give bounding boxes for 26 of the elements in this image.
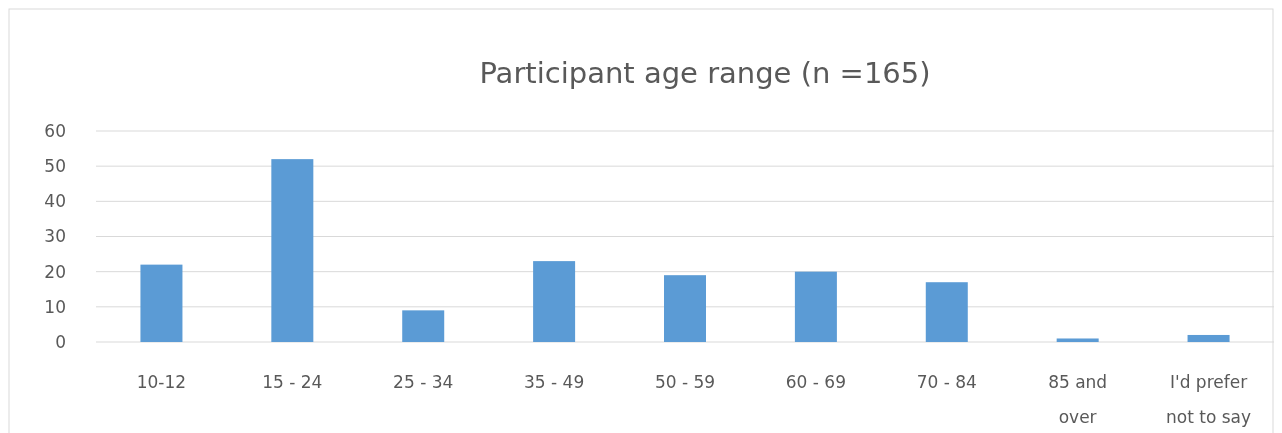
bar (402, 310, 445, 342)
x-tick-label: 70 - 84 (916, 372, 977, 392)
bar (794, 271, 837, 342)
bar (140, 264, 183, 342)
x-tick-label: 50 - 59 (654, 372, 716, 392)
bar (1187, 334, 1230, 342)
x-tick-label: 60 - 69 (785, 372, 846, 392)
y-tick-label: 20 (44, 261, 66, 282)
x-tick-label: 25 - 34 (393, 372, 454, 392)
bar (1056, 338, 1099, 342)
bar (271, 159, 314, 342)
bar (664, 275, 706, 342)
y-tick-label: 60 (44, 120, 66, 141)
x-tick-label: 15 - 24 (262, 372, 323, 392)
x-tick-label: I'd prefer not to say (1166, 372, 1252, 427)
bar (533, 261, 576, 342)
y-tick-label: 50 (44, 156, 66, 177)
x-tick-label: 85 and over (1048, 372, 1108, 427)
y-tick-label: 40 (44, 191, 66, 212)
x-tick-label: 35 - 49 (524, 372, 585, 392)
y-tick-label: 10 (44, 296, 66, 317)
y-tick-label: 30 (44, 226, 66, 247)
y-tick-label: 0 (55, 331, 66, 352)
chart-title: Participant age range (n =165) (479, 56, 931, 90)
x-tick-label: 10-12 (136, 372, 187, 392)
bar (925, 282, 968, 342)
